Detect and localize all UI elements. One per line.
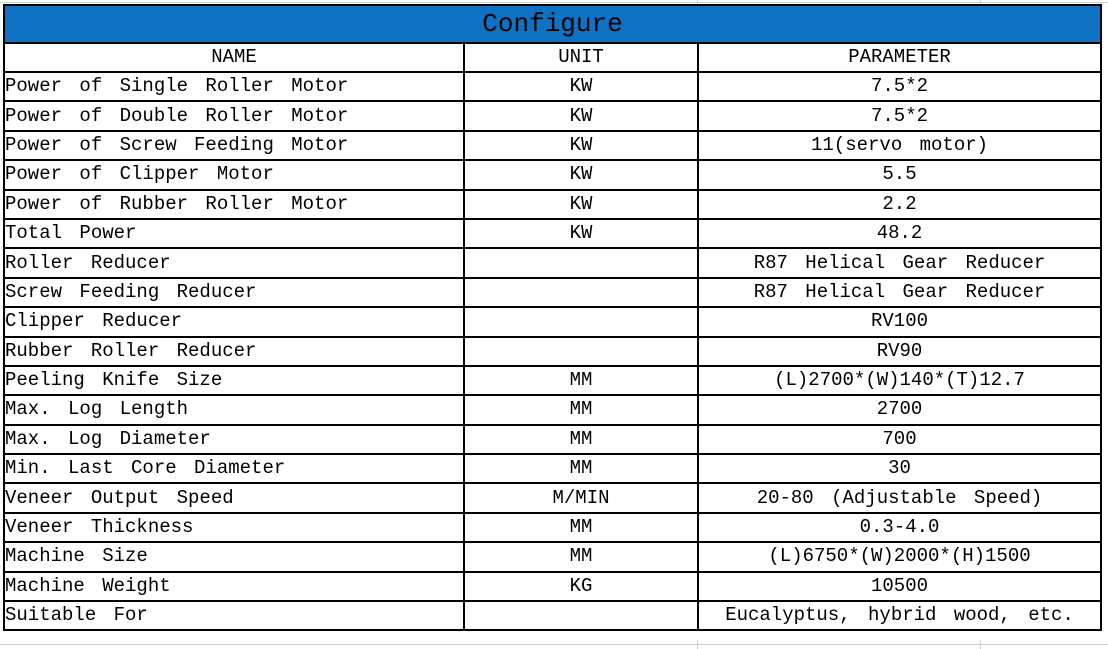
spec-unit <box>463 247 699 279</box>
table-title: Configure <box>2 4 1103 44</box>
spec-name: Power of Screw Feeding Motor <box>3 129 465 162</box>
spec-name: Machine Size <box>3 541 465 573</box>
spec-name: Peeling Knife Size <box>3 364 465 397</box>
gridline-stub-top-left <box>697 0 698 5</box>
table-row: Veneer Thickness MM 0.3-4.0 <box>3 511 1103 544</box>
table-header-row: NAME UNIT PARAMETER <box>3 42 1103 73</box>
table-row: Max. Log Diameter MM 700 <box>3 423 1103 456</box>
table-row: Screw Feeding Reducer R87 Helical Gear R… <box>3 276 1103 309</box>
spec-parameter: 7.5*2 <box>696 70 1103 103</box>
gridline-stub-top-right <box>980 0 981 5</box>
table-row: Power of Single Roller Motor KW 7.5*2 <box>3 70 1103 103</box>
spec-parameter: (L)6750*(W)2000*(H)1500 <box>696 541 1103 573</box>
column-header-unit: UNIT <box>463 42 699 73</box>
table-row: Max. Log Length MM 2700 <box>3 394 1103 426</box>
table-row: Power of Screw Feeding Motor KW 11(servo… <box>3 129 1103 162</box>
gridline-stub-bottom-left <box>697 640 698 649</box>
spec-parameter: 0.3-4.0 <box>696 511 1103 544</box>
spec-parameter: R87 Helical Gear Reducer <box>696 276 1103 309</box>
spec-unit: MM <box>463 364 699 397</box>
spec-name: Power of Clipper Motor <box>3 159 465 191</box>
spec-unit: KW <box>463 159 699 191</box>
table-row: Power of Rubber Roller Motor KW 2.2 <box>3 188 1103 220</box>
gridline-top <box>0 2 1108 3</box>
table-row: Total Power KW 48.2 <box>3 217 1103 250</box>
table-row: Machine Weight KG 10500 <box>3 570 1103 603</box>
spec-unit <box>463 335 699 367</box>
spec-name: Max. Log Length <box>3 394 465 426</box>
spec-name: Machine Weight <box>3 570 465 603</box>
spec-parameter: RV100 <box>696 306 1103 338</box>
spec-name: Veneer Output Speed <box>3 482 465 514</box>
spec-parameter: 2700 <box>696 394 1103 426</box>
spec-name: Screw Feeding Reducer <box>3 276 465 309</box>
spec-name: Clipper Reducer <box>3 306 465 338</box>
spec-unit <box>463 306 699 338</box>
spec-unit: MM <box>463 394 699 426</box>
spec-name: Roller Reducer <box>3 247 465 279</box>
spec-unit <box>463 276 699 309</box>
spec-parameter: 20-80 (Adjustable Speed) <box>696 482 1103 514</box>
gridline-bottom <box>0 644 1108 645</box>
table-row: Power of Clipper Motor KW 5.5 <box>3 159 1103 191</box>
spec-name: Max. Log Diameter <box>3 423 465 456</box>
spec-parameter: 11(servo motor) <box>696 129 1103 162</box>
table-row: Clipper Reducer RV100 <box>3 306 1103 338</box>
spec-parameter: (L)2700*(W)140*(T)12.7 <box>696 364 1103 397</box>
spec-unit: KW <box>463 129 699 162</box>
column-header-name: NAME <box>3 42 465 73</box>
table-row: Veneer Output Speed M/MIN 20-80 (Adjusta… <box>3 482 1103 514</box>
spec-parameter: 700 <box>696 423 1103 456</box>
spec-unit: KW <box>463 217 699 250</box>
table-title-row: Configure <box>2 4 1103 44</box>
configure-table: Configure NAME UNIT PARAMETER Power of S… <box>2 4 1103 632</box>
table-row: Rubber Roller Reducer RV90 <box>3 335 1103 367</box>
spec-parameter: 10500 <box>696 570 1103 603</box>
spec-name: Suitable For <box>3 600 465 632</box>
spec-parameter: 30 <box>696 453 1103 485</box>
spec-unit: MM <box>463 511 699 544</box>
spec-unit: KW <box>463 70 699 103</box>
table-row: Roller Reducer R87 Helical Gear Reducer <box>3 247 1103 279</box>
column-header-parameter: PARAMETER <box>696 42 1103 73</box>
spec-name: Power of Rubber Roller Motor <box>3 188 465 220</box>
table-row: Power of Double Roller Motor KW 7.5*2 <box>3 100 1103 132</box>
table-row: Min. Last Core Diameter MM 30 <box>3 453 1103 485</box>
spec-name: Min. Last Core Diameter <box>3 453 465 485</box>
spec-parameter: 7.5*2 <box>696 100 1103 132</box>
spec-name: Power of Single Roller Motor <box>3 70 465 103</box>
spec-parameter: Eucalyptus, hybrid wood, etc. <box>696 600 1103 632</box>
table-row: Machine Size MM (L)6750*(W)2000*(H)1500 <box>3 541 1103 573</box>
spec-unit: KW <box>463 188 699 220</box>
spec-unit: MM <box>463 423 699 456</box>
spec-parameter: 2.2 <box>696 188 1103 220</box>
spec-unit <box>463 600 699 632</box>
spec-unit: MM <box>463 453 699 485</box>
spec-unit: KW <box>463 100 699 132</box>
spec-unit: KG <box>463 570 699 603</box>
spec-unit: MM <box>463 541 699 573</box>
spec-name: Power of Double Roller Motor <box>3 100 465 132</box>
spec-parameter: R87 Helical Gear Reducer <box>696 247 1103 279</box>
gridline-stub-bottom-right <box>980 640 981 649</box>
spec-unit: M/MIN <box>463 482 699 514</box>
spec-name: Veneer Thickness <box>3 511 465 544</box>
spec-parameter: RV90 <box>696 335 1103 367</box>
spec-name: Rubber Roller Reducer <box>3 335 465 367</box>
table-row: Suitable For Eucalyptus, hybrid wood, et… <box>3 600 1103 632</box>
spec-parameter: 48.2 <box>696 217 1103 250</box>
spec-parameter: 5.5 <box>696 159 1103 191</box>
spec-name: Total Power <box>3 217 465 250</box>
table-row: Peeling Knife Size MM (L)2700*(W)140*(T)… <box>3 364 1103 397</box>
